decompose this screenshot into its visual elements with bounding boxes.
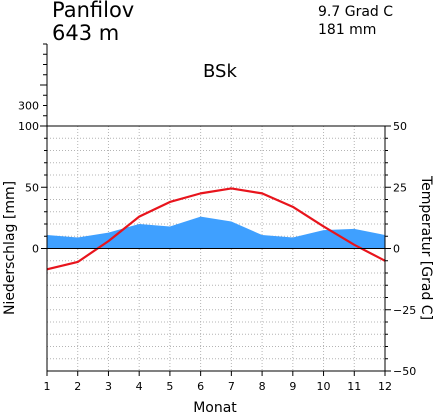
x-tick-label: 5 [166,380,173,393]
temperature-line [46,187,386,271]
temperature-series [46,187,386,271]
right-tick-label: 25 [393,181,407,194]
precipitation-area [47,216,385,249]
x-tick-label: 11 [347,380,361,393]
right-tick-label: −50 [393,365,416,378]
station-name: Panfilov [52,0,135,22]
x-tick-label: 3 [105,380,112,393]
mean-temperature: 9.7 Grad C [318,4,394,20]
x-tick-label: 10 [317,380,331,393]
x-tick-label: 8 [259,380,266,393]
x-tick-label: 2 [74,380,81,393]
x-tick-label: 6 [197,380,204,393]
left-axis-label: Niederschlag [mm] [2,181,18,315]
right-tick-label: −25 [393,304,416,317]
right-axis-label: Temperatur [Grad C] [418,175,434,320]
right-tick-label: 0 [393,243,400,256]
x-axis-label: Monat [193,400,237,416]
left-tick-label: 100 [18,120,39,133]
x-tick-label: 1 [44,380,51,393]
x-tick-label: 12 [378,380,392,393]
left-tick-label: 50 [25,181,39,194]
right-tick-label: 50 [393,120,407,133]
axes [40,43,391,376]
climate-classification: BSk [203,61,237,82]
x-tick-label: 9 [289,380,296,393]
annual-precipitation: 181 mm [318,22,377,38]
left-tick-label: 0 [32,243,39,256]
station-elevation: 643 m [52,21,120,45]
x-tick-label: 4 [136,380,143,393]
left-tick-label: 300 [18,100,39,113]
x-tick-label: 7 [228,380,235,393]
